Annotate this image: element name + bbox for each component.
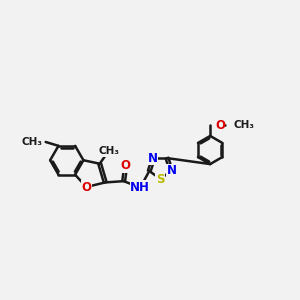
Text: NH: NH	[130, 181, 150, 194]
Text: CH₃: CH₃	[233, 120, 254, 130]
Text: CH₃: CH₃	[98, 146, 119, 156]
Text: S: S	[156, 173, 164, 186]
Text: N: N	[167, 164, 177, 178]
Text: O: O	[81, 181, 91, 194]
Text: CH₃: CH₃	[22, 137, 43, 147]
Text: O: O	[121, 159, 131, 172]
Text: O: O	[215, 119, 225, 132]
Text: N: N	[148, 152, 158, 165]
